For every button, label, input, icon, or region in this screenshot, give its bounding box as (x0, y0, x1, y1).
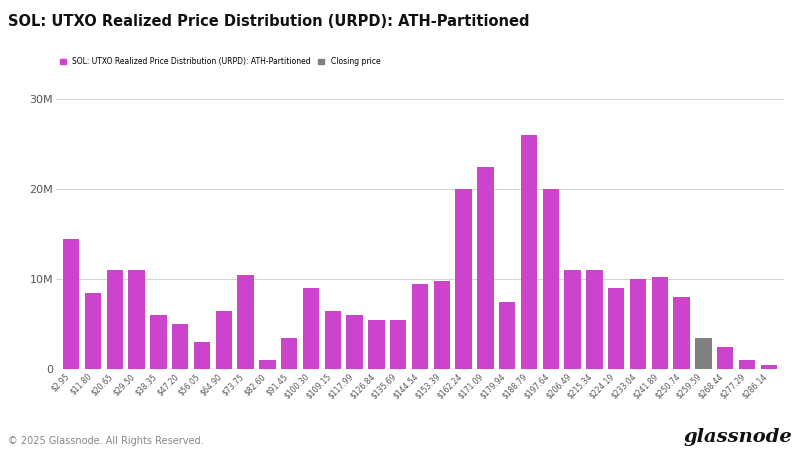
Bar (150, 315, 166, 369)
Bar (738, 360, 755, 369)
Bar (85, 292, 102, 369)
Bar (259, 360, 275, 369)
Bar (542, 189, 559, 369)
Bar (586, 270, 602, 369)
Bar (521, 135, 537, 369)
Text: © 2025 Glassnode. All Rights Reserved.: © 2025 Glassnode. All Rights Reserved. (8, 436, 204, 446)
Bar (172, 324, 189, 369)
Bar (129, 270, 145, 369)
Bar (194, 342, 210, 369)
Bar (325, 310, 341, 369)
Bar (717, 346, 734, 369)
Bar (565, 270, 581, 369)
Legend: SOL: UTXO Realized Price Distribution (URPD): ATH-Partitioned, Closing price: SOL: UTXO Realized Price Distribution (U… (60, 57, 380, 66)
Bar (761, 364, 777, 369)
Bar (478, 166, 494, 369)
Bar (674, 297, 690, 369)
Bar (303, 288, 319, 369)
Bar (499, 302, 515, 369)
Bar (630, 279, 646, 369)
Bar (651, 277, 668, 369)
Bar (346, 315, 362, 369)
Text: glassnode: glassnode (683, 428, 792, 446)
Bar (368, 320, 385, 369)
Bar (455, 189, 472, 369)
Bar (63, 238, 79, 369)
Bar (281, 338, 298, 369)
Bar (412, 284, 428, 369)
Bar (608, 288, 624, 369)
Bar (216, 310, 232, 369)
Text: SOL: UTXO Realized Price Distribution (URPD): ATH-Partitioned: SOL: UTXO Realized Price Distribution (U… (8, 14, 530, 28)
Bar (695, 338, 711, 369)
Bar (434, 281, 450, 369)
Bar (390, 320, 406, 369)
Bar (238, 274, 254, 369)
Bar (106, 270, 123, 369)
